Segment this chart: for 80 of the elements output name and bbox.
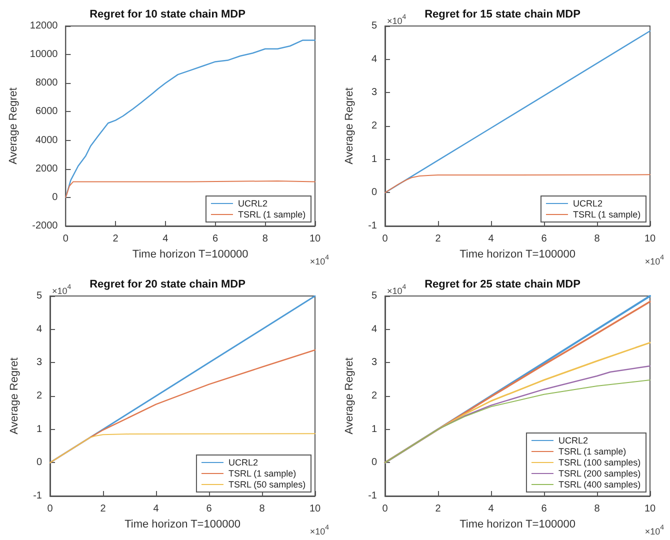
x-tick-label: 4 bbox=[488, 234, 494, 244]
line-series bbox=[65, 180, 316, 198]
y-tick-label: 1 bbox=[371, 154, 378, 165]
x-axis-title: Time horizon T=100000 bbox=[460, 518, 576, 530]
y-tick-label: 2 bbox=[36, 390, 42, 402]
x-axis-title: Time horizon T=100000 bbox=[460, 248, 576, 260]
y-tick-label: 12000 bbox=[30, 20, 58, 32]
legend-label: TSRL (200 samples) bbox=[558, 468, 641, 478]
x-tick-label: 2 bbox=[112, 234, 119, 244]
y-tick-label: 5 bbox=[36, 290, 42, 302]
x-tick-label: 6 bbox=[541, 234, 548, 244]
y-axis-title: Average Regret bbox=[8, 88, 20, 164]
y-tick-label: 0 bbox=[36, 457, 42, 468]
y-tick-label: 0 bbox=[371, 457, 378, 468]
y-tick-label: 0 bbox=[371, 187, 378, 198]
y-tick-label: 4000 bbox=[35, 134, 58, 146]
x-tick-label: 8 bbox=[594, 234, 600, 244]
x-tick-label: 10 bbox=[644, 234, 656, 244]
legend-label: TSRL (50 samples) bbox=[228, 480, 306, 490]
y-tick-label: 2000 bbox=[35, 163, 58, 174]
x-axis-title: Time horizon T=100000 bbox=[132, 248, 248, 260]
y-tick-label: 5 bbox=[371, 20, 378, 32]
line-series bbox=[384, 30, 651, 194]
legend-label: TSRL (1 sample) bbox=[238, 210, 306, 220]
legend-label: UCRL2 bbox=[228, 458, 258, 468]
y-tick-label: 2 bbox=[371, 120, 378, 132]
x-tick-label: 6 bbox=[206, 504, 212, 514]
chart-title: Regret for 20 state chain MDP bbox=[90, 278, 246, 290]
y-tick-label: 5 bbox=[371, 290, 378, 302]
x-axis-title: Time horizon T=100000 bbox=[124, 518, 240, 530]
y-axis-title: Average Regret bbox=[344, 88, 356, 164]
chart-title: Regret for 15 state chain MDP bbox=[424, 8, 580, 20]
y-tick-label: -1 bbox=[33, 490, 42, 502]
y-tick-label: -1 bbox=[368, 220, 378, 232]
x-tick-label: 4 bbox=[162, 234, 169, 244]
chart-title: Regret for 25 state chain MDP bbox=[424, 278, 580, 290]
y-tick-label: 3 bbox=[371, 87, 378, 98]
x-tick-label: 4 bbox=[153, 504, 160, 514]
y-tick-label: 1 bbox=[36, 424, 42, 435]
y-tick-label: 10000 bbox=[30, 49, 58, 60]
x-tick-label: 2 bbox=[435, 234, 442, 244]
x-tick-label: 10 bbox=[309, 234, 321, 244]
x-tick-label: 2 bbox=[435, 504, 442, 514]
x-tick-label: 0 bbox=[62, 234, 69, 244]
y-tick-label: 0 bbox=[52, 192, 58, 203]
legend-label: TSRL (100 samples) bbox=[558, 458, 641, 468]
y-tick-label: 4 bbox=[371, 324, 378, 335]
x-tick-label: 0 bbox=[382, 234, 388, 244]
legend-label: UCRL2 bbox=[572, 198, 602, 208]
y-tick-label: 3 bbox=[36, 357, 42, 368]
y-axis-title: Average Regret bbox=[8, 358, 20, 434]
y-tick-label: -1 bbox=[368, 490, 378, 502]
legend-label: TSRL (400 samples) bbox=[558, 480, 641, 490]
x-tick-label: 4 bbox=[488, 504, 494, 514]
y-tick-label: 8000 bbox=[35, 78, 58, 89]
y-tick-label: 1 bbox=[371, 424, 378, 435]
y-tick-label: 2 bbox=[371, 390, 378, 402]
x-tick-label: 2 bbox=[100, 504, 106, 514]
x-tick-label: 6 bbox=[541, 504, 548, 514]
chart-title: Regret for 10 state chain MDP bbox=[90, 8, 246, 20]
x-tick-label: 10 bbox=[644, 504, 656, 514]
y-tick-label: 4 bbox=[371, 54, 378, 65]
legend-label: TSRL (1 sample) bbox=[228, 468, 296, 478]
line-series bbox=[384, 174, 650, 194]
x-tick-label: 10 bbox=[309, 504, 321, 514]
x-tick-label: 8 bbox=[594, 504, 600, 514]
y-tick-label: 6000 bbox=[35, 106, 58, 118]
x-tick-label: 8 bbox=[259, 504, 266, 514]
legend-label: TSRL (1 sample) bbox=[572, 210, 641, 220]
y-axis-title: Average Regret bbox=[344, 358, 356, 434]
x-tick-label: 8 bbox=[262, 234, 268, 244]
x-tick-label: 0 bbox=[382, 504, 388, 514]
y-tick-label: -2000 bbox=[32, 220, 58, 232]
legend-label: TSRL (1 sample) bbox=[558, 446, 626, 456]
y-tick-label: 4 bbox=[36, 324, 42, 335]
y-tick-label: 3 bbox=[371, 357, 378, 368]
line-series bbox=[65, 40, 316, 198]
legend-label: UCRL2 bbox=[238, 198, 268, 208]
legend-label: UCRL2 bbox=[558, 436, 588, 446]
x-tick-label: 6 bbox=[212, 234, 218, 244]
